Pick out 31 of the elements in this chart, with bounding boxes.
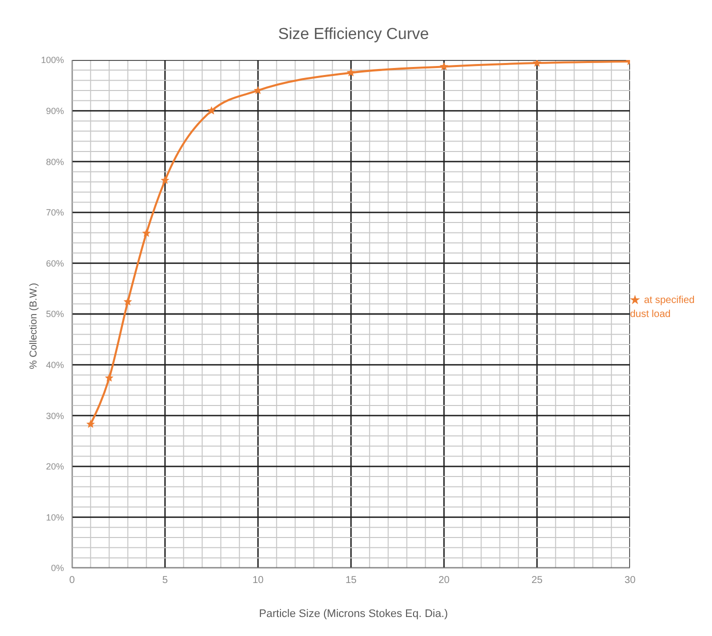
x-tick-label: 10 bbox=[252, 575, 264, 586]
y-tick-label: 90% bbox=[46, 106, 64, 116]
y-tick-label: 70% bbox=[46, 208, 64, 218]
point bbox=[346, 68, 356, 76]
point bbox=[142, 228, 151, 237]
x-tick-label: 25 bbox=[531, 575, 543, 586]
y-tick-label: 80% bbox=[46, 156, 64, 167]
y-axis-title: % Collection (B.W.) bbox=[28, 282, 40, 370]
x-tick-label: 0 bbox=[69, 575, 76, 586]
point bbox=[440, 62, 448, 70]
y-tick-label: 20% bbox=[46, 462, 64, 472]
point bbox=[207, 106, 216, 114]
y-tick-label: 0% bbox=[50, 563, 64, 574]
chart-title: Size Efficiency Curve bbox=[277, 26, 430, 44]
y-tick-label: 60% bbox=[46, 258, 64, 268]
y-tick-label: 100% bbox=[40, 55, 64, 66]
x-tick-label: 20 bbox=[438, 575, 450, 586]
point bbox=[124, 297, 132, 306]
y-tick-label: 40% bbox=[46, 360, 64, 370]
x-tick-label: 30 bbox=[624, 575, 636, 586]
point bbox=[532, 60, 542, 67]
point bbox=[86, 420, 95, 428]
point bbox=[160, 176, 170, 184]
x-tick-label: 5 bbox=[162, 575, 168, 586]
x-tick-label: 15 bbox=[345, 575, 357, 586]
x-axis-title: Particle Size (Microns Stokes Eq. Dia.) bbox=[258, 608, 449, 620]
y-tick-label: 50% bbox=[46, 309, 64, 320]
point bbox=[104, 374, 114, 382]
y-tick-label: 10% bbox=[46, 512, 64, 522]
legend-label: at specified dust load bbox=[630, 295, 695, 320]
y-tick-label: 30% bbox=[46, 410, 64, 421]
